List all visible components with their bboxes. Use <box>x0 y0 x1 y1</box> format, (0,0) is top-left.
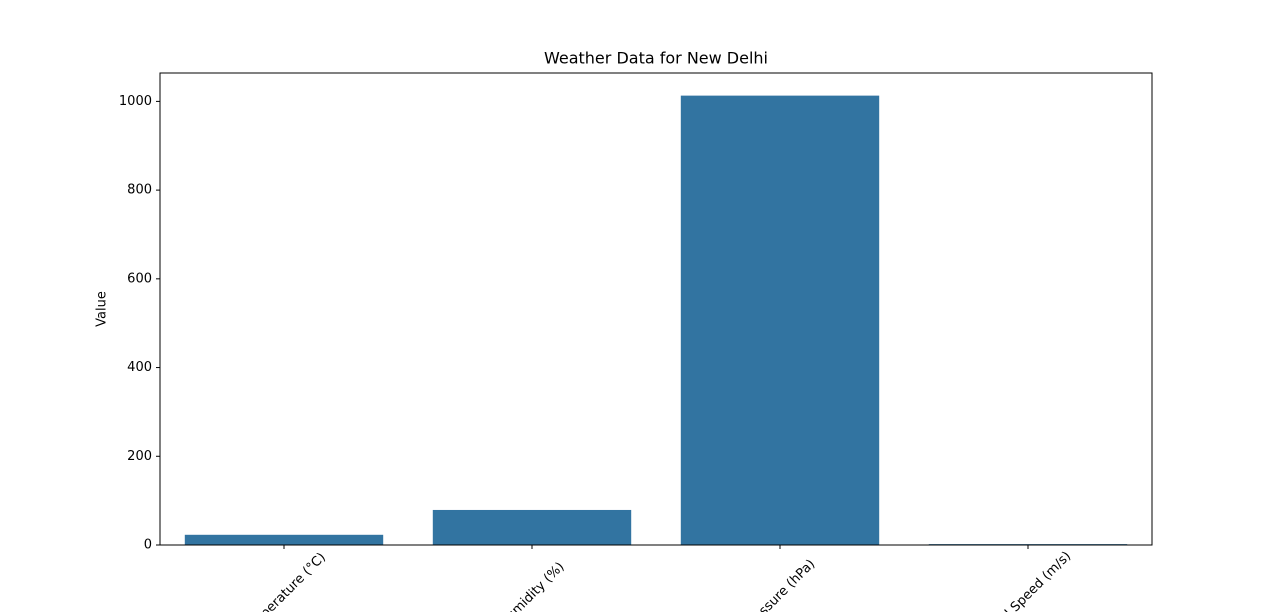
y-axis-label: Value <box>95 291 110 327</box>
bar <box>432 509 632 545</box>
bar <box>680 95 880 546</box>
bar <box>184 534 384 545</box>
plot-frame <box>159 72 1153 546</box>
x-tick-label: Pressure (hPa) <box>742 557 819 612</box>
chart-title: Weather Data for New Delhi <box>544 49 768 68</box>
y-tick-label: 600 <box>127 271 152 286</box>
x-tick-label: Temperature (°C) <box>238 550 329 612</box>
x-tick-label: Wind Speed (m/s) <box>982 549 1074 612</box>
x-tick-label: Humidity (%) <box>496 559 567 612</box>
y-tick-label: 800 <box>127 183 152 198</box>
y-tick-label: 200 <box>127 449 152 464</box>
y-tick-label: 1000 <box>119 94 152 109</box>
y-tick-label: 0 <box>144 538 152 553</box>
y-tick-label: 400 <box>127 360 152 375</box>
